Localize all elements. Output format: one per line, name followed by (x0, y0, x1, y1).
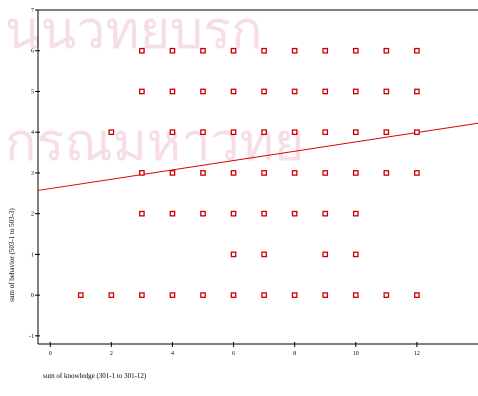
data-point (230, 251, 237, 258)
data-point (261, 88, 267, 95)
data-point (291, 47, 298, 54)
data-point (291, 88, 298, 95)
data-point (322, 210, 329, 217)
y-tick-label: 7 (31, 8, 34, 14)
data-point (139, 88, 145, 95)
y-tick-label: 5 (31, 89, 34, 95)
data-point (383, 292, 390, 298)
data-point (261, 251, 267, 258)
data-point (139, 292, 145, 298)
data-point (200, 210, 206, 217)
data-point (414, 292, 420, 298)
data-point (322, 292, 329, 298)
data-point (352, 292, 359, 298)
data-point (261, 210, 267, 217)
data-point (230, 88, 237, 95)
x-tick-label: 2 (110, 351, 113, 357)
data-point (291, 170, 298, 176)
data-point (322, 251, 329, 258)
data-point (414, 170, 420, 176)
x-tick-label: 8 (293, 351, 296, 357)
data-point (108, 129, 115, 136)
data-point (230, 292, 237, 298)
y-tick-label: 0 (31, 293, 34, 299)
x-tick-label: 0 (49, 351, 52, 357)
data-point (77, 292, 84, 298)
data-point (169, 170, 176, 176)
y-tick-label: 1 (31, 252, 34, 258)
data-point (291, 210, 298, 217)
data-point (230, 47, 237, 54)
data-point (322, 47, 329, 54)
data-point (352, 251, 359, 258)
data-point (383, 88, 390, 95)
data-point (169, 88, 176, 95)
watermark: นนวทยบรก กรณมหาวทย (5, 1, 304, 173)
data-point (200, 292, 206, 298)
data-point (261, 170, 267, 176)
fit-line-group (37, 122, 478, 191)
data-point (414, 47, 420, 54)
data-point (230, 210, 237, 217)
data-point (322, 88, 329, 95)
data-point (261, 292, 267, 298)
y-tick-label: -1 (29, 334, 34, 340)
data-point (414, 129, 420, 136)
data-point (200, 47, 206, 54)
data-point (200, 88, 206, 95)
x-tick-label: 10 (353, 351, 359, 357)
data-point (108, 292, 115, 298)
fit-line (37, 122, 478, 191)
data-point (291, 129, 298, 136)
data-point (352, 88, 359, 95)
data-point (169, 292, 176, 298)
y-tick-label: 6 (31, 49, 34, 55)
data-point (352, 210, 359, 217)
x-axis-title: sum of knowledge (301-1 to 301-12) (43, 372, 147, 380)
data-point (200, 129, 206, 136)
watermark-logo-line-1: นนวทยบรก (5, 1, 262, 61)
data-point (414, 88, 420, 95)
y-tick-label: 4 (31, 130, 34, 136)
data-point (139, 47, 145, 54)
data-point (230, 170, 237, 176)
y-tick-label: 2 (31, 212, 34, 218)
data-point (139, 170, 145, 176)
data-point (139, 210, 145, 217)
data-point (352, 170, 359, 176)
data-point (261, 47, 267, 54)
data-point (291, 292, 298, 298)
watermark-logo-line-2: กรณมหาวทย (5, 113, 304, 173)
data-point (352, 47, 359, 54)
data-point (261, 129, 267, 136)
x-tick-label: 4 (171, 351, 174, 357)
data-point (169, 47, 176, 54)
data-point (383, 170, 390, 176)
data-point (383, 129, 390, 136)
data-point (230, 129, 237, 136)
data-point (322, 129, 329, 136)
data-point (352, 129, 359, 136)
data-point (169, 129, 176, 136)
data-point (322, 170, 329, 176)
data-point (169, 210, 176, 217)
data-point (383, 47, 390, 54)
x-tick-label: 6 (232, 351, 235, 357)
y-axis-title: sum of behavior (503-1 to 503-3) (8, 208, 16, 302)
data-point (200, 170, 206, 176)
x-tick-label: 12 (414, 351, 420, 357)
y-tick-label: 3 (31, 171, 34, 177)
data-points (77, 47, 420, 298)
